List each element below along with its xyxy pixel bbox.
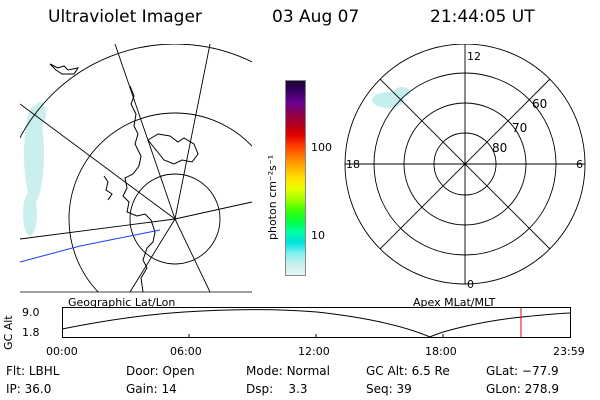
terminator-line [20, 229, 161, 263]
info-ip: IP: 36.0 [6, 382, 52, 396]
info-flt: Flt: LBHL [6, 364, 60, 378]
altitude-plot [62, 307, 572, 338]
info-gc-alt: GC Alt: 6.5 Re [366, 364, 450, 378]
time-tick-2359: 23:59 [553, 345, 585, 358]
altitude-tick-low: 1.8 [22, 326, 40, 339]
latitude-circle-outer [20, 44, 252, 139]
info-dsp: Dsp: 3.3 [246, 382, 308, 396]
aurora-emission-geo [23, 102, 46, 236]
mlt-label-18: 18 [346, 158, 360, 171]
mlt-label-12: 12 [467, 50, 481, 63]
info-door: Door: Open [126, 364, 195, 378]
altitude-axis-label: GC Alt [2, 315, 15, 350]
info-glon: GLon: 278.9 [486, 382, 559, 396]
mlat-label-80: 80 [492, 141, 507, 155]
mlt-label-0: 0 [467, 278, 474, 291]
colorbar-tick-10: 10 [311, 229, 325, 242]
observation-date: 03 Aug 07 [272, 7, 360, 27]
time-tick-0600: 06:00 [170, 345, 202, 358]
time-tick-1200: 12:00 [298, 345, 330, 358]
coastline [122, 85, 156, 292]
colorbar-tick-100: 100 [311, 141, 332, 154]
info-glat: GLat: −77.9 [486, 364, 559, 378]
info-gain: Gain: 14 [126, 382, 177, 396]
latitude-circle-inner [129, 173, 221, 265]
latitude-circle-mid [68, 112, 252, 292]
altitude-curve [62, 309, 572, 338]
time-tick-0000: 00:00 [46, 345, 78, 358]
info-seq: Seq: 39 [366, 382, 412, 396]
geo-map-caption: Geographic Lat/Lon [68, 296, 176, 309]
time-tick-1800: 18:00 [425, 345, 457, 358]
geographic-map [20, 44, 252, 293]
altitude-tick-high: 9.0 [22, 306, 40, 319]
instrument-title: Ultraviolet Imager [48, 7, 202, 27]
mlat-label-60: 60 [532, 97, 547, 111]
mlt-label-6: 6 [576, 158, 583, 171]
colorbar [285, 80, 306, 276]
mlat-label-70: 70 [512, 121, 527, 135]
observation-time: 21:44:05 UT [430, 7, 535, 27]
colorbar-unit-label: photon cm⁻²s⁻¹ [266, 154, 279, 240]
polar-map: 12 18 6 0 60 70 80 [344, 44, 586, 291]
info-mode: Mode: Normal [246, 364, 330, 378]
polar-map-caption: Apex MLat/MLT [413, 296, 496, 309]
